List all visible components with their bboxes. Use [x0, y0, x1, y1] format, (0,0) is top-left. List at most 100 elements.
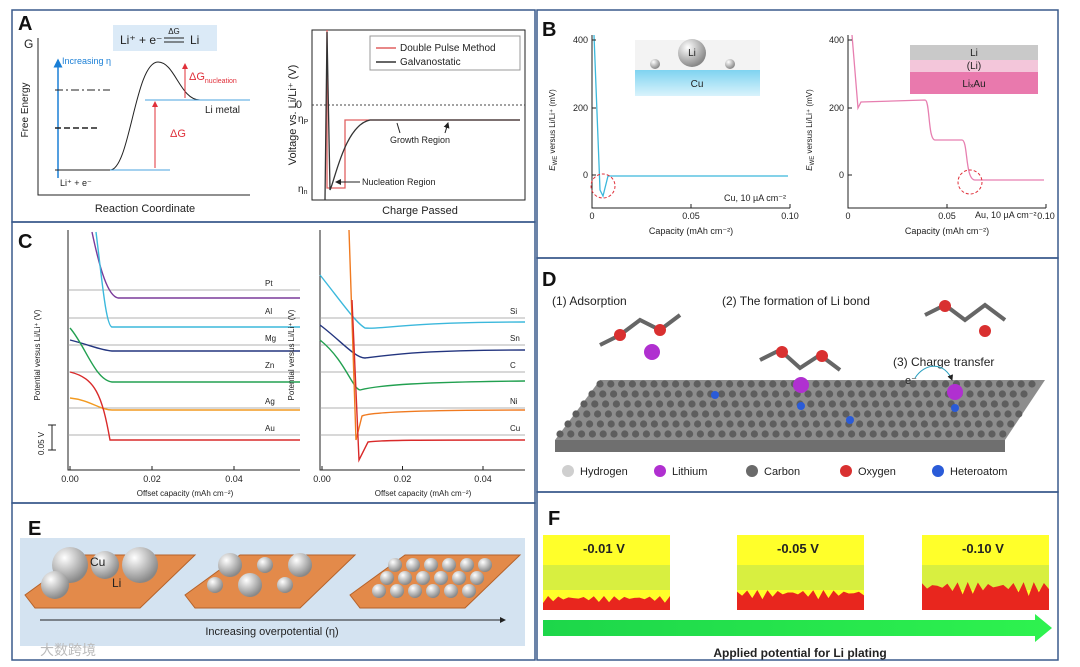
- carbon-atom: [564, 420, 572, 428]
- carbon-atom: [783, 430, 791, 438]
- carbon-atom: [864, 410, 872, 418]
- carbon-atom: [588, 430, 597, 438]
- carbon-atom: [956, 430, 964, 438]
- carbon-atom: [980, 400, 988, 408]
- carbon-atom: [612, 400, 621, 408]
- carbon-atom: [985, 420, 993, 428]
- carbon-atom: [661, 380, 669, 388]
- carbon-atom: [583, 410, 591, 418]
- carbon-atom: [866, 380, 874, 388]
- carbon-atom: [653, 390, 661, 398]
- y-label-symbol: E: [805, 165, 814, 171]
- carbon-atom: [1001, 400, 1009, 408]
- carbon-atom: [637, 410, 645, 418]
- carbon-atom: [953, 420, 961, 428]
- carbon-atom: [699, 400, 707, 408]
- axes: [319, 230, 525, 471]
- carbon-atom: [888, 420, 896, 428]
- start-label: Li⁺ + e⁻: [60, 178, 92, 188]
- carbon-atom: [726, 380, 734, 388]
- axes: [37, 38, 250, 196]
- ticks: 400 200 0 0 0.05 0.10 Capacity (mAh cm⁻²) EWE v…: [548, 35, 799, 236]
- carbon-atom: [604, 410, 613, 418]
- legend-swatch: [654, 465, 666, 477]
- carbon-atom: [977, 430, 985, 438]
- carbon-atom: [893, 400, 901, 408]
- x-tick-label: 0.04: [474, 474, 492, 484]
- heteroatom: [797, 402, 805, 410]
- x-tick-label: 0: [845, 211, 850, 221]
- energy-curve: [55, 61, 248, 171]
- carbon-atom: [653, 430, 661, 438]
- carbon-atom: [844, 380, 853, 388]
- oxygen: [776, 346, 788, 358]
- carbon-atom: [718, 390, 726, 398]
- x-tick-label: 0.02: [394, 474, 412, 484]
- legend-swatch: [746, 465, 758, 477]
- carbon-atom: [869, 390, 877, 398]
- curve-label: Al: [265, 307, 272, 316]
- carbon-atom: [1004, 410, 1012, 418]
- li-deposit: [372, 584, 386, 598]
- growth-label: Growth Region: [390, 135, 450, 145]
- highlight-circle: [590, 173, 616, 199]
- li-deposit: [218, 553, 242, 577]
- ag-curve: [69, 397, 300, 411]
- condition: Cu, 10 µA cm⁻²: [724, 193, 786, 203]
- carbon-atom: [750, 390, 758, 398]
- carbon-atom: [788, 410, 796, 418]
- li-deposit: [462, 584, 476, 598]
- legend-label: Double Pulse Method: [400, 43, 496, 54]
- carbon-atom: [848, 430, 856, 438]
- potential-curve: [851, 34, 1044, 181]
- caption: Increasing overpotential (η): [205, 626, 338, 638]
- carbon-atom: [834, 420, 842, 428]
- carbon-atom: [704, 420, 713, 428]
- reaction-rhs: Li: [190, 33, 199, 47]
- step-label: (1) Adsorption: [552, 294, 627, 308]
- potential-label: -0.05 V: [777, 541, 819, 556]
- carbon-atom: [758, 420, 767, 428]
- nucleation-label: Nucleation Region: [362, 177, 436, 187]
- carbon-atom: [696, 430, 705, 438]
- potential-arrow: [543, 614, 1052, 642]
- sim-gradient: [543, 565, 670, 590]
- curve-label: C: [510, 361, 516, 370]
- li-deposit: [91, 551, 119, 579]
- y-label-rest: versus Li/Li⁺ (mV): [548, 89, 557, 156]
- inset-li2: (Li): [967, 61, 981, 72]
- al-curve: [95, 231, 300, 328]
- carbon-atom: [877, 420, 885, 428]
- legend-swatch: [562, 465, 574, 477]
- heteroatom: [711, 391, 719, 399]
- curve-labels: Pt Al Mg Zn Ag Au Si Sn C Ni Cu: [265, 279, 520, 433]
- panel-label: F: [548, 508, 560, 530]
- carbon-atom: [880, 390, 888, 398]
- legend-label: Oxygen: [858, 466, 896, 478]
- carbon-atom: [761, 430, 769, 438]
- y-label: Potential versus Li/Li⁺ (V): [33, 309, 42, 400]
- carbon-atom: [620, 390, 629, 398]
- carbon-atom: [826, 390, 834, 398]
- curves: [69, 229, 526, 463]
- carbon-atom: [942, 420, 950, 428]
- legend: Hydrogen Lithium Carbon Oxygen Heteroatom: [562, 465, 1007, 478]
- carbon-atom: [750, 430, 759, 438]
- carbon-atom: [834, 380, 842, 388]
- carbon-atom: [650, 380, 658, 388]
- eta-p: ηP: [298, 114, 309, 126]
- x-tick-label: 0.05: [938, 211, 956, 221]
- carbon-atom: [856, 420, 864, 428]
- carbon-atom: [850, 400, 858, 408]
- carbon-atom: [607, 380, 615, 388]
- carbon-atom: [607, 420, 615, 428]
- carbon-atom: [815, 390, 823, 398]
- y-label: EWE versus Li/Li⁺ (mV): [548, 89, 559, 171]
- carbon-atom: [918, 410, 926, 418]
- carbon-atom: [837, 430, 845, 438]
- bond: [599, 313, 682, 347]
- carbon-atom: [926, 400, 934, 408]
- panel-label: E: [28, 518, 41, 540]
- li-layer: [910, 45, 1038, 60]
